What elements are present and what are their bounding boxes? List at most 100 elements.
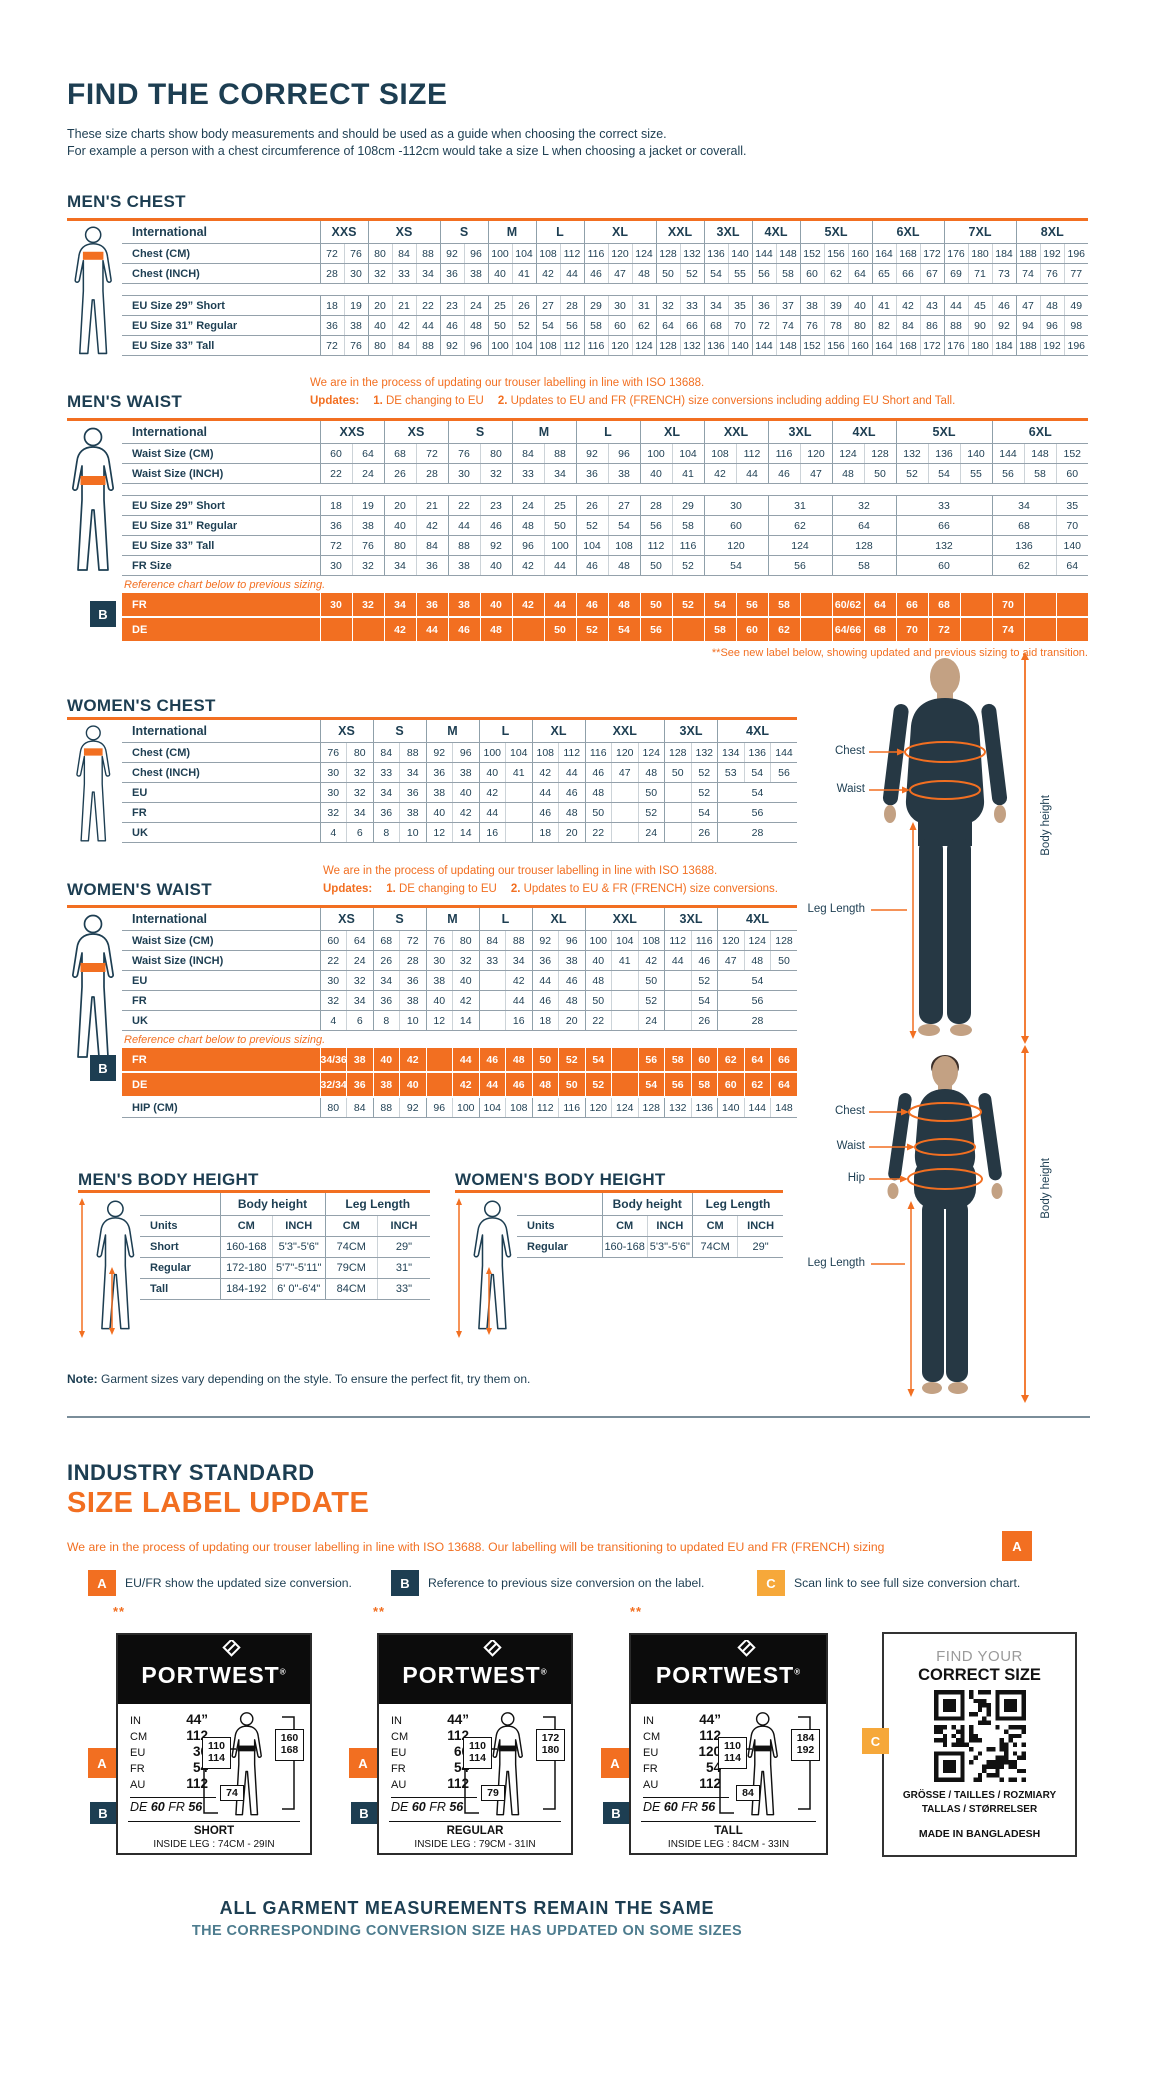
size-label: 3XL	[664, 908, 718, 931]
table-cell: 120	[607, 243, 632, 264]
table-cell: 44	[478, 802, 506, 823]
table-cell: 45	[967, 295, 992, 316]
table-cell: 54	[743, 762, 771, 783]
table-cell: 38	[799, 295, 824, 316]
table-cell: 74	[991, 617, 1024, 643]
table-cell: 140	[1055, 535, 1088, 556]
table-cell: 132	[895, 443, 928, 464]
table-cell: 50	[558, 1072, 585, 1098]
table-cell: 92	[399, 1097, 426, 1118]
table-cell	[611, 1048, 638, 1073]
table-cell: 98	[1063, 315, 1088, 336]
table-cell: 46	[767, 463, 800, 484]
update-line2: Updates: 1. DE changing to EU 2. Updates t…	[310, 395, 956, 407]
table-row: Waist Size (INCH) 22 24 26 28 30 32 33 34 36 38 40 4…	[122, 950, 797, 971]
table-cell: 176	[943, 335, 968, 356]
card3-badge-b: B	[603, 1802, 629, 1824]
table-row: FR 30 32 34 36 38 40 42 44 46 48 50 52 54 56 58 60/62 64 6…	[122, 593, 1088, 618]
table-cell: 67	[919, 263, 944, 284]
table-cell: 116	[583, 243, 608, 264]
table-cell: 26	[690, 1010, 718, 1031]
table-cell: 148	[1023, 443, 1056, 464]
size-value-row: FR 54	[130, 1760, 208, 1775]
table-cell: 33	[895, 495, 992, 516]
table-cell: 68	[991, 515, 1056, 536]
table-cell: 92	[479, 535, 512, 556]
previous-sizing: DE 60 FR 56	[643, 1797, 729, 1814]
table-cell: 48	[558, 802, 585, 823]
table-cell: 34	[543, 463, 576, 484]
table-cell: 52	[679, 263, 704, 284]
table-cell: 24	[463, 295, 488, 316]
table-cell: 42	[452, 1072, 479, 1098]
table-cell: 134	[717, 742, 744, 763]
size-label: S	[372, 720, 426, 743]
table-cell: 46	[690, 950, 718, 971]
table-cell: 38	[425, 970, 453, 991]
table-cell: 52	[575, 515, 608, 536]
table-cell	[664, 802, 691, 823]
table-cell: 64	[770, 1072, 797, 1098]
size-label: L	[478, 908, 532, 931]
table-cell: 52	[690, 782, 718, 803]
size-label: XL	[639, 421, 704, 444]
table-cell: 176	[943, 243, 968, 264]
table-cell: 58	[1023, 463, 1056, 484]
table-cell: 30	[319, 555, 352, 576]
table-cell: 84	[391, 243, 416, 264]
table-cell: 58	[831, 555, 896, 576]
table-cell: 33"	[377, 1278, 430, 1300]
table-cell: 20	[367, 295, 392, 316]
female-leg-length-label: Leg Length	[807, 1257, 865, 1269]
table-cell: 42	[452, 990, 479, 1011]
size-label: XXS	[319, 221, 368, 244]
table-cell	[799, 593, 832, 618]
table-cell	[1055, 617, 1088, 643]
table-cell: 172-180	[219, 1257, 273, 1279]
table-cell: 192	[1039, 335, 1064, 356]
table-cell: 60	[319, 443, 352, 464]
table-cell: 96	[463, 335, 488, 356]
table-cell: 32	[351, 555, 384, 576]
table-row: EU Size 31” Regular 36 38 40 42 44 46 48 50 52 54 5…	[122, 315, 1088, 336]
table-cell: 184	[991, 243, 1016, 264]
table-cell: 41	[511, 263, 536, 284]
table-cell: 27	[607, 495, 640, 516]
size-label: M	[487, 221, 536, 244]
table-cell: 160-168	[219, 1236, 273, 1258]
table-cell: 5'3"-5'6"	[646, 1236, 693, 1258]
qr-badge-c: C	[862, 1728, 889, 1754]
table-cell: 120	[611, 742, 638, 763]
table-cell: 40	[383, 515, 416, 536]
table-cell: 21	[415, 495, 448, 516]
table-cell: 88	[943, 315, 968, 336]
size-value-row: CM 112	[643, 1728, 721, 1743]
table-cell: 28	[717, 822, 797, 843]
table-cell: 20	[558, 822, 585, 843]
mens-waist-update-note: We are in the process of updating our tr…	[310, 374, 1050, 410]
table-cell: 48	[511, 515, 544, 536]
table-cell: 31	[631, 295, 656, 316]
table-cell: 66	[895, 263, 920, 284]
size-label: S	[439, 221, 488, 244]
table-cell: 50	[770, 950, 797, 971]
table-cell: 72	[927, 617, 960, 643]
size-value-row: IN 44”	[643, 1712, 721, 1727]
table-cell: 46	[584, 762, 612, 783]
table-cell: 37	[775, 295, 800, 316]
table-cell: 152	[1055, 443, 1088, 464]
table-cell	[425, 1048, 453, 1073]
page-title: FIND THE CORRECT SIZE	[67, 78, 448, 111]
table-cell	[1023, 593, 1056, 618]
table-cell: 34	[703, 295, 728, 316]
table-cell: 48	[584, 970, 612, 991]
table-cell: 34	[991, 495, 1056, 516]
table-cell: 32	[319, 802, 347, 823]
table-cell: 96	[452, 742, 479, 763]
table-cell: 60	[895, 555, 992, 576]
card-header: PORTWEST®	[379, 1635, 571, 1704]
table-cell: 112	[735, 443, 768, 464]
table-cell: 64	[743, 1048, 771, 1073]
table-cell: 52	[584, 1072, 612, 1098]
table-cell: 41	[505, 762, 532, 783]
